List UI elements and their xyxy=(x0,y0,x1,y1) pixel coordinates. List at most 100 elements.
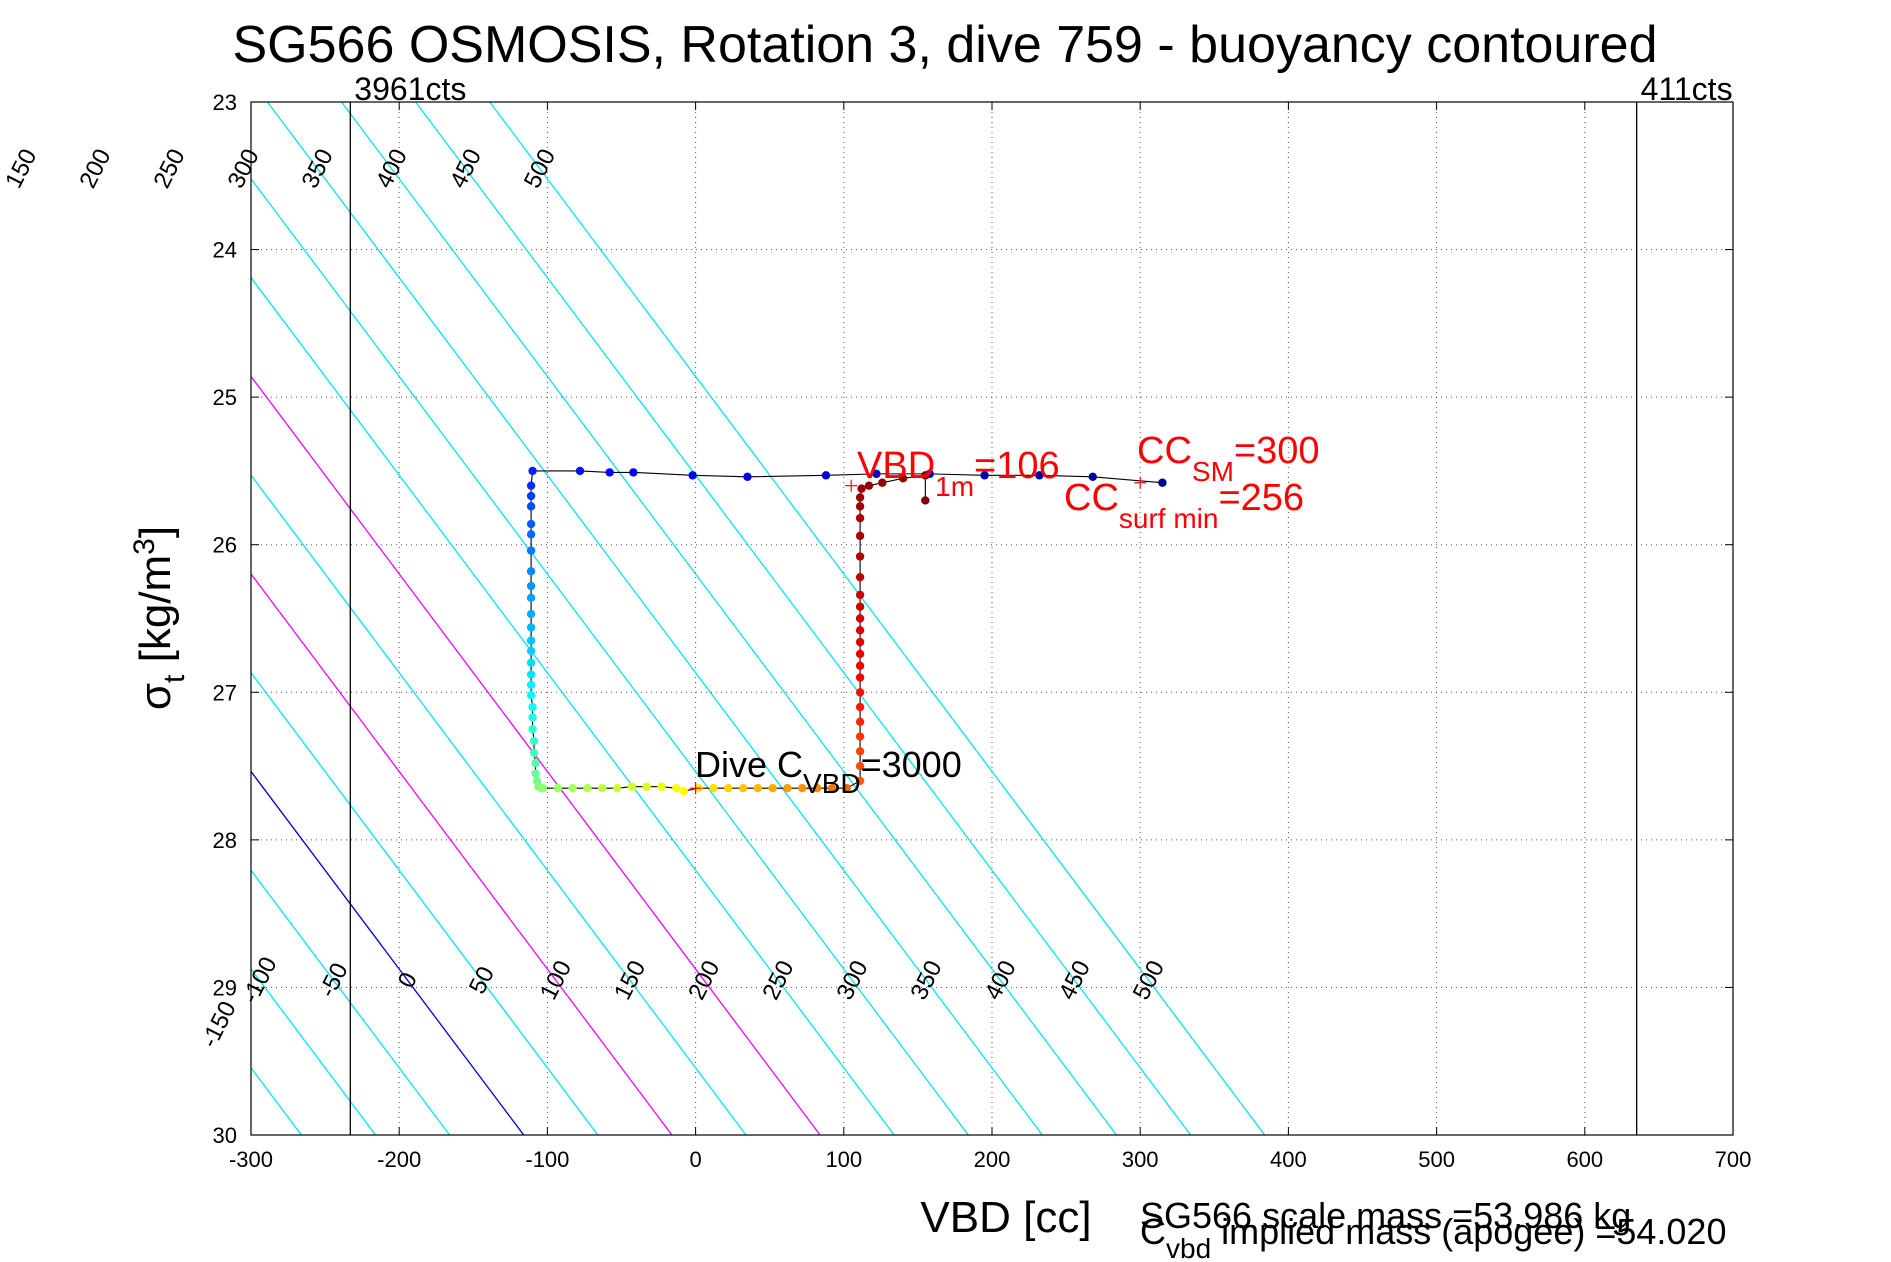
climb-point xyxy=(855,602,865,611)
svg-text:σt [kg/m3]: σt [kg/m3] xyxy=(128,526,191,710)
climb-point xyxy=(855,673,865,682)
y-tick-label: 24 xyxy=(213,238,237,263)
dive-point xyxy=(526,593,536,603)
climb-point xyxy=(855,776,865,786)
implied-mass-rest: implied mass (apogee) =54.020 xyxy=(1211,1211,1726,1252)
cc-sm-sub: SM xyxy=(1192,456,1234,487)
reference-marker xyxy=(845,479,858,492)
dive-point xyxy=(526,546,536,555)
dive-point xyxy=(528,713,537,722)
dive-trace-line xyxy=(530,470,1163,789)
y-tick-label: 23 xyxy=(213,90,237,115)
climb-point xyxy=(855,661,865,670)
climb-point xyxy=(672,784,681,793)
climb-point xyxy=(855,717,865,726)
dive-point xyxy=(743,472,752,482)
climb-point xyxy=(855,626,865,635)
buoyancy-contour-line xyxy=(251,474,747,1135)
dive-point xyxy=(872,469,881,479)
climb-point xyxy=(768,784,777,793)
climb-point xyxy=(583,784,592,793)
vbd-limit-label: 411cts xyxy=(1641,71,1733,107)
dive-point xyxy=(526,519,536,529)
vbd-1m-annotation: VBD1m=106 xyxy=(857,445,1060,502)
climb-point xyxy=(921,496,930,505)
dive-point xyxy=(605,468,614,477)
buoyancy-contour-line xyxy=(251,869,451,1135)
buoyancy-contour-line xyxy=(341,102,1118,1135)
cc-surf-min-sub: surf min xyxy=(1119,503,1219,534)
cc-sm-value: =300 xyxy=(1234,430,1320,472)
dive-point xyxy=(575,466,585,476)
climb-point xyxy=(842,784,851,793)
climb-point xyxy=(679,786,688,796)
implied-mass-main: C xyxy=(1140,1211,1166,1252)
climb-point xyxy=(898,474,908,483)
climb-point xyxy=(642,782,651,791)
y-tick-label: 26 xyxy=(213,533,237,558)
dive-point xyxy=(531,758,540,768)
y-tick-label: 28 xyxy=(213,828,237,853)
dive-point xyxy=(980,471,989,480)
vbd-1m-main: VBD xyxy=(857,445,935,487)
climb-point xyxy=(855,732,865,741)
buoyancy-contour-line xyxy=(251,276,895,1135)
dive-point xyxy=(526,680,536,690)
dive-c-vbd-value: =3000 xyxy=(861,744,962,785)
dive-climb-trace xyxy=(526,466,1167,796)
dive-point xyxy=(528,724,537,734)
dive-point xyxy=(528,702,537,712)
dive-point xyxy=(529,736,539,746)
reference-marker xyxy=(1134,476,1147,489)
dive-point xyxy=(821,471,831,480)
dive-point xyxy=(526,636,536,645)
climb-point xyxy=(855,761,865,771)
dive-point xyxy=(526,691,536,700)
climb-point xyxy=(812,784,822,793)
y-tick-label: 27 xyxy=(213,680,237,705)
climb-point xyxy=(753,784,763,793)
x-axis-label: VBD [cc] xyxy=(920,1193,1091,1242)
buoyancy-contour-line xyxy=(251,572,673,1135)
climb-point xyxy=(855,614,865,623)
climb-point xyxy=(738,784,748,793)
x-tick-label: 600 xyxy=(1566,1147,1603,1172)
buoyancy-contour-line xyxy=(251,671,599,1135)
y-tick-label: 25 xyxy=(213,385,237,410)
climb-point xyxy=(878,478,887,487)
dive-point xyxy=(526,623,536,632)
dive-point xyxy=(629,468,638,477)
climb-point xyxy=(855,688,865,697)
dive-point xyxy=(526,670,536,679)
chart-title: SG566 OSMOSIS, Rotation 3, dive 759 - bu… xyxy=(232,16,1657,74)
dive-c-vbd-annotation: Dive CVBD=3000 xyxy=(695,744,962,799)
y-label-sup: 3 xyxy=(128,538,161,555)
grid-lines xyxy=(251,102,1733,1135)
climb-point xyxy=(855,493,865,502)
dive-point xyxy=(526,481,536,490)
buoyancy-contours xyxy=(251,102,1266,1135)
climb-point xyxy=(855,513,865,523)
dive-point xyxy=(526,491,536,501)
dive-point xyxy=(526,646,536,656)
vbd-1m-value: =106 xyxy=(974,445,1060,487)
implied-mass-sub: vbd xyxy=(1166,1233,1211,1262)
dive-point xyxy=(526,581,536,591)
climb-point xyxy=(855,649,865,659)
dive-point xyxy=(526,502,536,511)
dive-point xyxy=(526,530,536,539)
buoyancy-contour-line xyxy=(415,102,1192,1135)
implied-mass-footnote: Cvbd implied mass (apogee) =54.020 xyxy=(1140,1211,1726,1262)
vbd-limit-lines: 3961cts 411cts xyxy=(349,71,1733,1135)
dive-point xyxy=(688,471,697,480)
buoyancy-contour-line xyxy=(251,770,525,1135)
cc-sm-annotation: CCSM=300 xyxy=(1137,430,1319,487)
reference-marker xyxy=(689,782,702,795)
x-tick-label: 200 xyxy=(974,1147,1011,1172)
buoyancy-contour-line xyxy=(251,177,969,1135)
climb-point xyxy=(538,784,548,793)
climb-point xyxy=(855,590,865,600)
axes: -300 -200 -100 0 100 200 300 400 500 600 700 23 24 25… xyxy=(213,90,1752,1172)
